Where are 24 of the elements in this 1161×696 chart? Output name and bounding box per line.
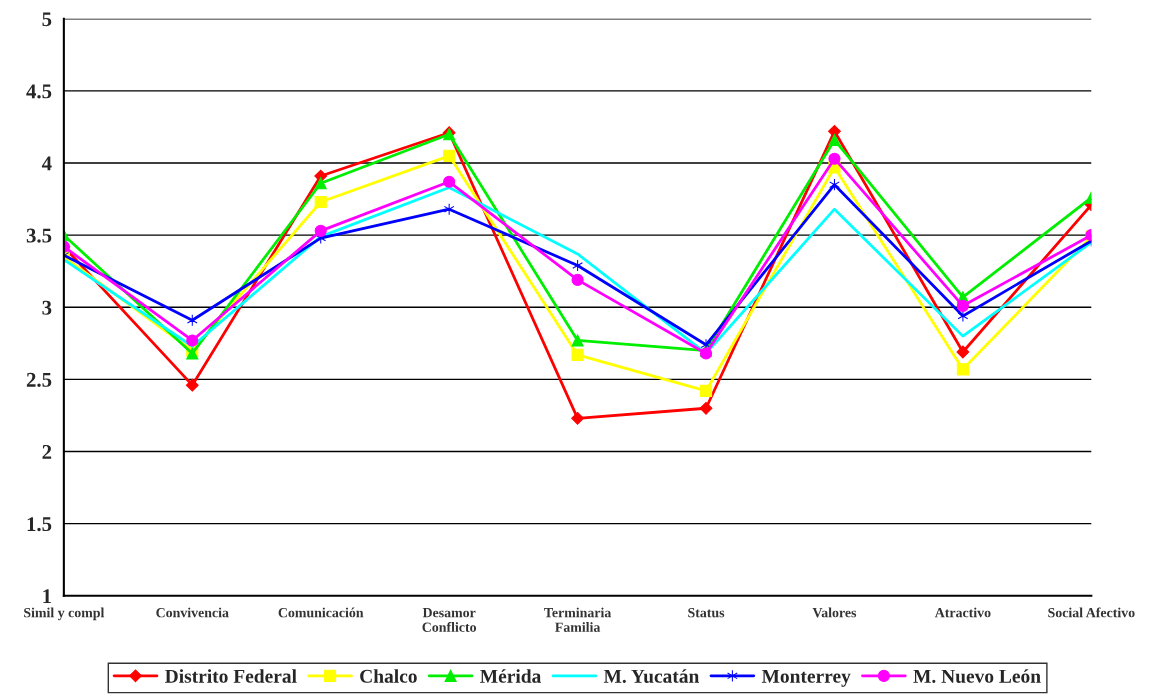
x-tick-label: Terminaria Familia [544,607,612,632]
legend-label: M. Nuevo León [913,669,1041,683]
y-tick-label: 1.5 [27,517,52,532]
y-tick-label: 5 [42,12,52,27]
y-tick-label: 3 [42,300,52,315]
x-tick-label: Desamor Conflicto [422,608,477,632]
legend-label: Monterrey [761,669,851,687]
x-tick-label: Social Afectivo [1048,607,1135,618]
y-tick-label: 4 [41,156,52,171]
legend-label: Distrito Federal [165,669,297,683]
x-tick-label: Valores [812,607,857,618]
y-tick-label: 1 [43,589,51,603]
x-tick-label: Simil y compl [24,607,105,621]
y-tick-label: 2.5 [26,372,52,387]
x-tick-label: Convivencia [156,607,229,618]
x-tick-label: Atractivo [934,607,991,618]
x-tick-label: Status [688,608,725,618]
y-tick-label: 4.5 [26,84,52,99]
x-tick-label: Comunicación [278,607,364,618]
legend-label: Mérida [480,669,542,683]
legend-label: Chalco [360,669,417,683]
y-tick-label: 3.5 [26,228,52,243]
y-tick-label: 2 [42,444,52,459]
legend-label: M. Yucatán [603,669,700,683]
